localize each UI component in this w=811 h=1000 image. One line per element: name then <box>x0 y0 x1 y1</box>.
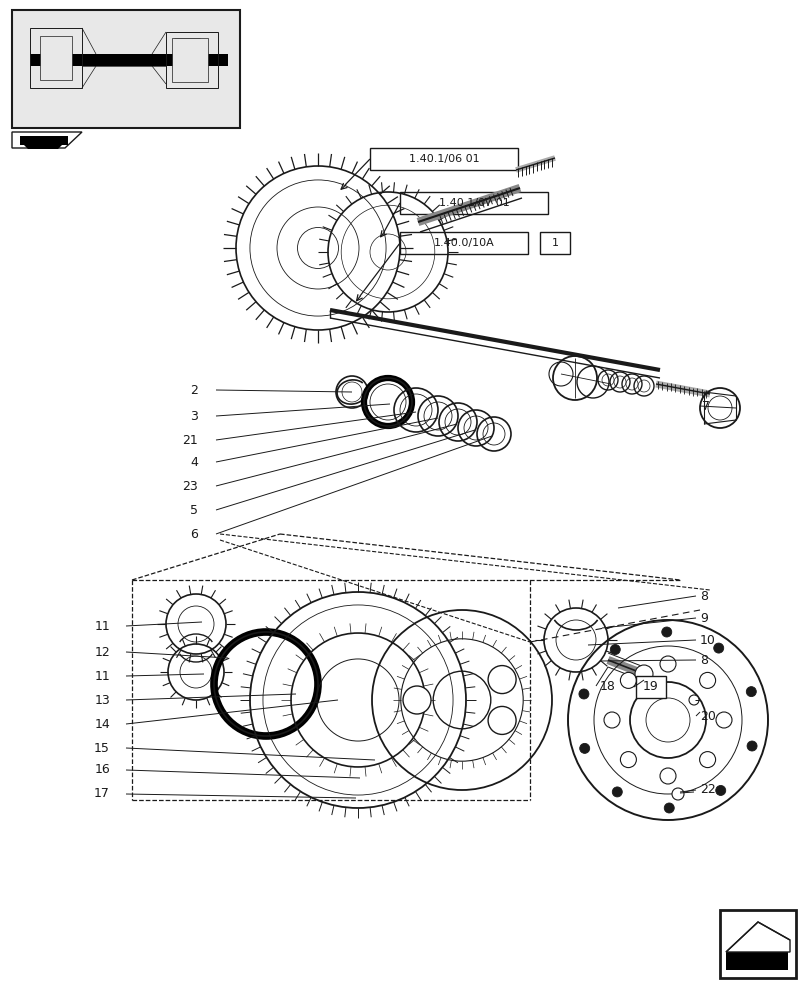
Circle shape <box>689 695 698 705</box>
Bar <box>370 148 517 170</box>
Text: 12: 12 <box>94 646 109 658</box>
Circle shape <box>620 672 636 688</box>
Circle shape <box>745 687 755 697</box>
Text: 6: 6 <box>190 528 198 540</box>
Bar <box>12 10 240 128</box>
Circle shape <box>603 712 620 728</box>
Text: 2: 2 <box>190 383 198 396</box>
Circle shape <box>746 741 756 751</box>
Text: 21: 21 <box>182 434 198 446</box>
Circle shape <box>713 643 723 653</box>
Text: 11: 11 <box>94 670 109 682</box>
Bar <box>635 676 665 698</box>
Text: 1.40.1/06 01: 1.40.1/06 01 <box>408 154 478 164</box>
Circle shape <box>487 666 516 694</box>
Text: 22: 22 <box>699 783 714 796</box>
Circle shape <box>659 768 676 784</box>
Bar <box>172 38 208 82</box>
Text: 8: 8 <box>699 589 707 602</box>
Bar <box>725 952 787 970</box>
Bar <box>719 910 795 978</box>
Text: 16: 16 <box>94 763 109 776</box>
Circle shape <box>714 785 725 795</box>
Bar <box>30 28 82 88</box>
Bar <box>539 232 569 254</box>
Polygon shape <box>12 132 82 148</box>
Circle shape <box>620 752 636 768</box>
Bar <box>20 136 68 145</box>
Text: 5: 5 <box>190 504 198 516</box>
Text: 17: 17 <box>94 787 109 800</box>
Circle shape <box>578 689 588 699</box>
Circle shape <box>672 788 683 800</box>
Text: 4: 4 <box>190 456 198 468</box>
Text: 18: 18 <box>599 680 615 692</box>
Circle shape <box>634 665 652 683</box>
Circle shape <box>611 787 621 797</box>
Bar <box>165 32 217 88</box>
Text: 13: 13 <box>94 694 109 706</box>
Text: 1.40.0/10A: 1.40.0/10A <box>433 238 494 248</box>
Text: 15: 15 <box>94 742 109 754</box>
Polygon shape <box>725 922 789 952</box>
Circle shape <box>579 743 589 753</box>
Text: 20: 20 <box>699 710 715 722</box>
Circle shape <box>610 645 620 655</box>
Text: 19: 19 <box>642 680 658 694</box>
Polygon shape <box>24 145 62 149</box>
Text: 10: 10 <box>699 634 715 647</box>
Text: 3: 3 <box>190 410 198 422</box>
Circle shape <box>699 672 714 688</box>
Bar <box>400 232 527 254</box>
Bar <box>400 192 547 214</box>
Circle shape <box>661 627 671 637</box>
Text: 8: 8 <box>699 654 707 666</box>
Circle shape <box>402 686 431 714</box>
Bar <box>30 54 228 66</box>
Text: 14: 14 <box>94 718 109 730</box>
Text: 23: 23 <box>182 480 198 492</box>
Text: 9: 9 <box>699 611 707 624</box>
Bar <box>40 36 72 80</box>
Circle shape <box>487 706 516 734</box>
Text: 1.40.1/07 01: 1.40.1/07 01 <box>438 198 508 208</box>
Circle shape <box>715 712 731 728</box>
Circle shape <box>659 656 676 672</box>
Text: 11: 11 <box>94 619 109 633</box>
Text: 7: 7 <box>702 399 709 412</box>
Circle shape <box>663 803 673 813</box>
Text: 1: 1 <box>551 238 558 248</box>
Circle shape <box>699 752 714 768</box>
